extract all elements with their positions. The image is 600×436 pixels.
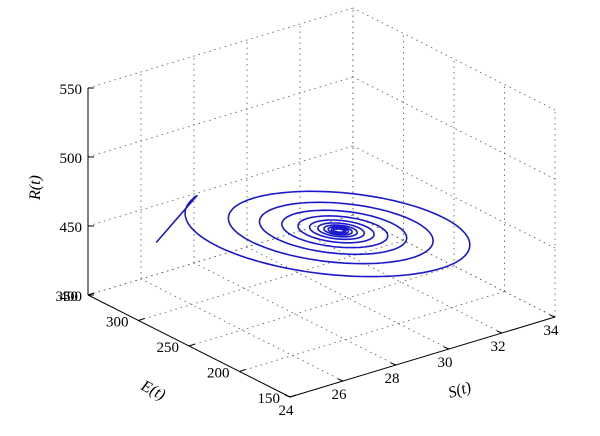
x-tick-mark: [496, 330, 503, 334]
x-tick-label: 32: [491, 339, 506, 355]
x-tick-label: 26: [332, 387, 348, 403]
y-tick-label: 250: [157, 340, 180, 356]
y-tick-label: 300: [106, 315, 129, 331]
grid-line: [138, 240, 404, 321]
z-tick-label: 400: [60, 289, 83, 305]
grid-line: [87, 214, 354, 296]
trajectory-line: [155, 190, 471, 278]
grid-line: [87, 76, 354, 158]
y-tick-mark: [289, 394, 297, 398]
grid-line: [87, 145, 354, 227]
axis-layer: [87, 87, 556, 398]
x-tick-label: 34: [544, 323, 560, 339]
x-tick-label: 24: [279, 403, 295, 419]
x-tick-mark: [337, 378, 344, 382]
z-tick-labels: 400 450 500 550: [60, 82, 83, 305]
y-tick-label: 150: [258, 391, 281, 407]
x-tick-mark: [284, 394, 291, 398]
x-tick-label: 28: [385, 371, 400, 387]
z-axis-label: R(t): [27, 175, 44, 201]
grid-line: [239, 291, 505, 372]
y-tick-mark: [188, 343, 196, 347]
y-tick-mark: [239, 369, 246, 372]
y-tick-labels: 150 200 250 300 350: [56, 289, 281, 407]
x-tick-mark: [443, 346, 450, 350]
x-tick-labels: 24 26 28 30 32 34: [279, 323, 560, 419]
y-axis-label: E(t): [137, 377, 168, 404]
x-tick-mark: [390, 362, 397, 366]
y-tick-label: 350: [56, 289, 79, 305]
x-tick-label: 30: [438, 355, 453, 371]
s-axis-line: [289, 316, 556, 398]
grid-line: [188, 265, 455, 347]
z-tick-label: 450: [60, 220, 83, 236]
y-tick-mark: [138, 318, 145, 321]
y-tick-label: 200: [207, 366, 230, 382]
grid-line: [87, 7, 354, 89]
z-tick-label: 500: [60, 151, 83, 167]
x-tick-mark: [549, 314, 556, 318]
x-axis-label: S(t): [446, 379, 473, 402]
z-tick-label: 550: [60, 82, 83, 98]
